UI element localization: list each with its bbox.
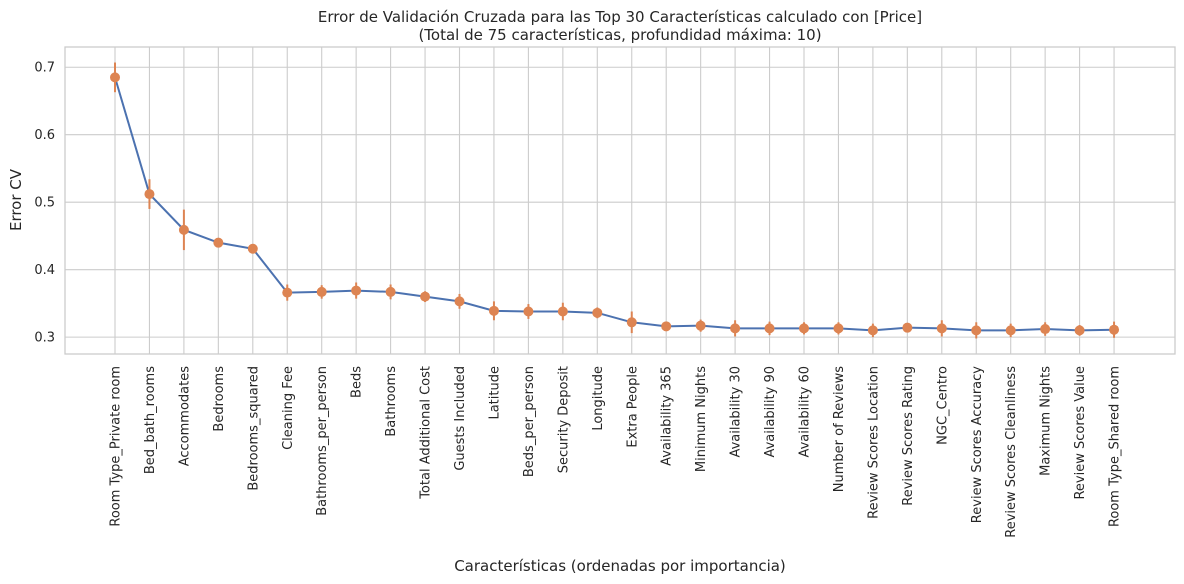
data-point xyxy=(247,243,258,254)
chart-title: Error de Validación Cruzada para las Top… xyxy=(318,8,922,26)
data-point xyxy=(936,323,947,334)
x-tick-label: Availability 365 xyxy=(660,366,675,466)
x-tick-label: Cleaning Fee xyxy=(281,366,296,450)
x-tick-label: Bed_bath_rooms xyxy=(143,366,158,474)
x-tick-label: Minimum Nights xyxy=(694,366,709,472)
x-tick-label: Room Type_Shared room xyxy=(1108,366,1123,527)
x-tick-label: Beds_per_person xyxy=(522,366,537,477)
data-point xyxy=(1040,324,1051,335)
x-tick-label: Guests Included xyxy=(453,366,468,471)
x-tick-label: Accommodates xyxy=(177,366,192,467)
x-tick-label: Review Scores Location xyxy=(866,366,881,519)
data-point xyxy=(799,323,809,334)
x-tick-label: Availability 60 xyxy=(798,366,813,458)
data-point xyxy=(695,320,706,331)
x-tick-label: NGC_Centro xyxy=(935,366,950,445)
data-point xyxy=(420,291,431,302)
chart-subtitle: (Total de 75 características, profundida… xyxy=(418,26,821,44)
data-point xyxy=(385,286,396,297)
x-tick-label: Availability 30 xyxy=(729,366,744,458)
x-tick-label: Maximum Nights xyxy=(1039,366,1054,476)
y-tick-label: 0.3 xyxy=(34,331,55,346)
x-tick-label: Review Scores Rating xyxy=(901,366,916,506)
x-tick-label: Longitude xyxy=(591,366,606,431)
data-point xyxy=(626,317,637,328)
data-point xyxy=(833,323,844,334)
data-point xyxy=(282,287,293,298)
x-tick-label: Extra People xyxy=(625,366,640,448)
series-cv-error xyxy=(110,62,1120,339)
data-point xyxy=(488,305,499,316)
data-point xyxy=(213,237,224,248)
series-line xyxy=(114,77,1115,332)
x-tick-label: Bedrooms_squared xyxy=(246,366,261,491)
data-point xyxy=(1074,325,1085,336)
x-tick-label: Total Additional Cost xyxy=(419,366,434,500)
y-tick-label: 0.5 xyxy=(34,196,55,211)
y-axis-label: Error CV xyxy=(7,168,25,231)
data-point xyxy=(557,306,568,317)
x-tick-labels: Room Type_Private room Bed_bath_rooms Acco… xyxy=(109,366,1123,538)
x-tick-label: Number of Reviews xyxy=(832,366,847,492)
data-point xyxy=(351,285,362,296)
x-tick-label: Availability 90 xyxy=(763,366,778,458)
data-point xyxy=(902,322,913,333)
x-tick-label: Latitude xyxy=(487,366,502,420)
data-point xyxy=(454,296,465,307)
data-point xyxy=(730,323,741,334)
x-tick-label: Bathrooms xyxy=(384,366,399,437)
data-point xyxy=(1005,325,1016,336)
data-point xyxy=(971,325,982,336)
data-point xyxy=(523,306,534,317)
y-tick-label: 0.6 xyxy=(34,128,55,143)
data-point xyxy=(144,189,155,200)
data-point xyxy=(178,224,189,235)
plot-frame xyxy=(64,46,1176,355)
x-tick-label: Review Scores Accuracy xyxy=(970,366,985,523)
x-tick-label: Review Scores Value xyxy=(1073,366,1088,500)
x-tick-label: Room Type_Private room xyxy=(109,366,124,527)
x-gridlines xyxy=(114,47,1115,354)
y-tick-label: 0.7 xyxy=(34,61,55,76)
data-point xyxy=(316,286,327,297)
data-point xyxy=(764,323,775,334)
x-axis-label: Características (ordenadas por importanc… xyxy=(454,557,786,575)
x-tick-label: Bedrooms xyxy=(212,366,227,432)
data-point xyxy=(1109,324,1120,335)
y-tick-label: 0.4 xyxy=(34,263,55,278)
data-point xyxy=(110,72,120,83)
x-tick-label: Review Scores Cleanliness xyxy=(1004,366,1019,538)
data-point xyxy=(867,325,878,336)
data-point xyxy=(592,307,603,318)
x-tick-label: Security Deposit xyxy=(556,366,571,473)
y-tick-labels: 0.3 0.4 0.5 0.6 0.7 xyxy=(34,61,55,346)
y-gridlines xyxy=(65,66,1175,338)
x-tick-label: Bathrooms_per_person xyxy=(315,366,330,516)
data-point xyxy=(661,321,672,332)
x-tick-label: Beds xyxy=(350,366,365,398)
